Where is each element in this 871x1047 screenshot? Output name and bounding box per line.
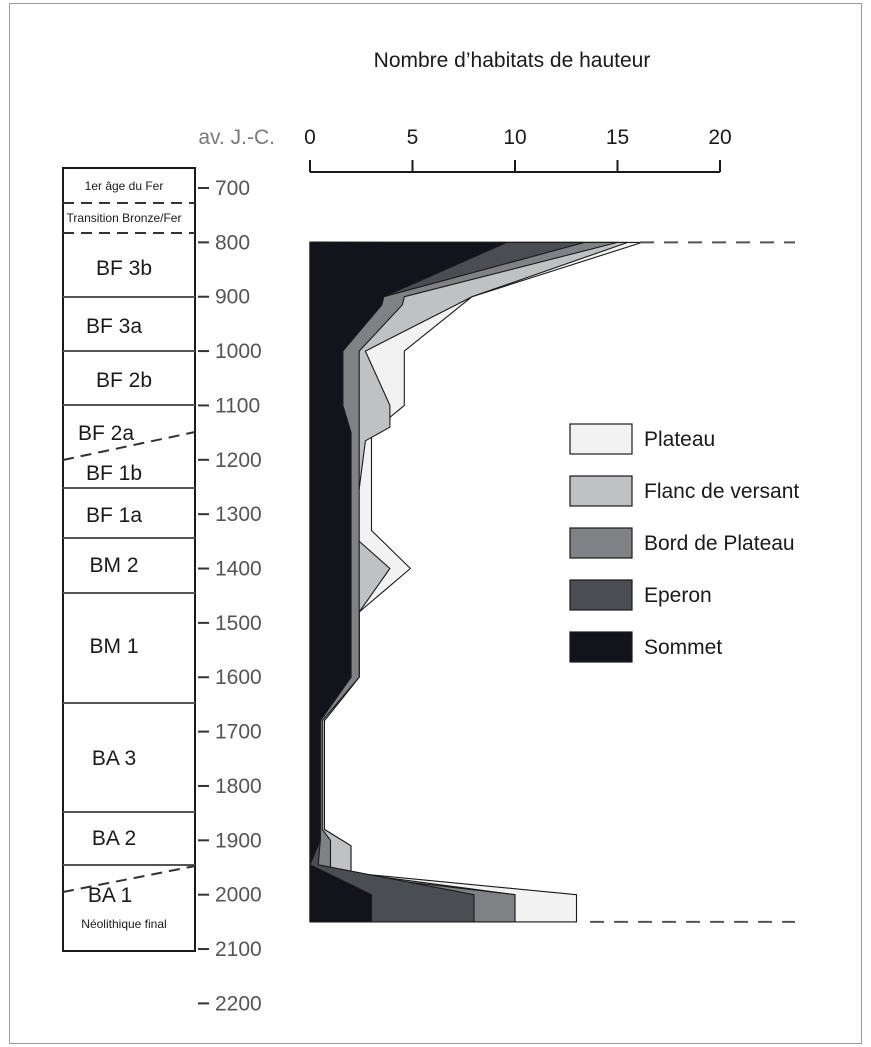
stacked-area-series [309, 241, 643, 923]
time-tick-label: 700 [215, 177, 250, 200]
period-column: 1er âge du Fer Transition Bronze/Fer BF 3b… [62, 167, 196, 952]
legend: Plateau Flanc de versant Bord de Plateau Ep… [569, 423, 799, 663]
count-tick-label: 0 [304, 126, 316, 149]
legend-swatch [569, 579, 633, 611]
legend-label: Flanc de versant [644, 480, 799, 503]
time-tick-label: 1300 [215, 503, 262, 526]
count-tick-label: 15 [606, 126, 629, 149]
legend-label: Sommet [644, 636, 722, 659]
time-tick-label: 1200 [215, 449, 262, 472]
period-label: BF 3a [86, 315, 142, 338]
time-tick-label: 1800 [215, 775, 262, 798]
period-divider [62, 865, 196, 893]
period-label: BF 1b [86, 462, 142, 485]
count-tick-label: 5 [407, 126, 419, 149]
time-tick-label: 1600 [215, 666, 262, 689]
legend-label: Plateau [644, 428, 715, 451]
period-label: BF 2b [96, 369, 152, 392]
chart-title: Nombre d’habitats de hauteur [374, 49, 651, 72]
period-label: Néolithique final [81, 917, 166, 931]
time-tick-label: 900 [215, 286, 250, 309]
range-markers [590, 241, 795, 923]
time-tick-label: 1000 [215, 340, 262, 363]
period-label: BA 3 [92, 747, 136, 770]
period-column-frame [62, 167, 196, 952]
period-label: BA 1 [88, 884, 132, 907]
count-tick-label: 10 [503, 126, 526, 149]
period-label: BA 2 [92, 827, 136, 850]
legend-swatch [569, 423, 633, 455]
time-tick-label: 2100 [215, 938, 262, 961]
legend-label: Eperon [644, 584, 712, 607]
time-axis: 700 800 900 1000 1100 1200 1300 1400 1500 1600 170… [198, 177, 262, 1015]
time-tick-label: 2000 [215, 884, 262, 907]
time-axis-label: av. J.-C. [198, 126, 275, 149]
period-label: BF 1a [86, 504, 142, 527]
legend-swatch [569, 631, 633, 663]
time-tick-label: 1500 [215, 612, 262, 635]
time-tick-label: 2200 [215, 992, 262, 1015]
period-label: Transition Bronze/Fer [67, 211, 182, 225]
series-area-sommet [309, 241, 508, 923]
period-label: BF 3b [96, 257, 152, 280]
count-axis: 0 5 10 15 20 [304, 126, 732, 173]
period-label: BF 2a [78, 422, 134, 445]
time-tick-label: 800 [215, 231, 250, 254]
legend-swatch [569, 475, 633, 507]
time-tick-label: 1100 [215, 394, 260, 417]
legend-swatch [569, 527, 633, 559]
period-label: 1er âge du Fer [85, 179, 164, 193]
time-tick-label: 1900 [215, 829, 262, 852]
period-label: BM 2 [89, 554, 138, 577]
time-tick-label: 1400 [215, 558, 262, 581]
legend-label: Bord de Plateau [644, 532, 795, 555]
period-label: BM 1 [89, 635, 138, 658]
period-divider [62, 431, 196, 461]
time-tick-label: 1700 [215, 721, 262, 744]
count-tick-label: 20 [708, 126, 731, 149]
